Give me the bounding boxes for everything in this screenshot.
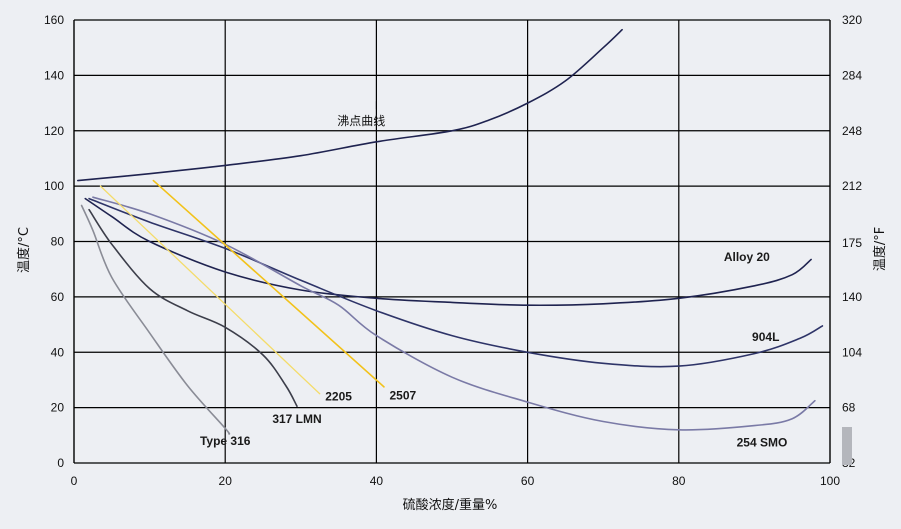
x-tick-label: 0 (71, 474, 78, 488)
series-label-317-lmn: 317 LMN (272, 412, 321, 426)
series-line-904l (88, 197, 824, 368)
series-line-alloy-20 (84, 197, 812, 307)
y-axis-title-right: 温度/°F (872, 227, 888, 271)
y-tick-label: 40 (51, 345, 65, 359)
x-axis-title: 硫酸浓度/重量% (403, 497, 498, 513)
y-tick-label: 120 (44, 124, 64, 138)
series-line-2205 (99, 185, 321, 395)
y-tick-label: 140 (44, 68, 64, 82)
series-label-type-316: Type 316 (200, 434, 251, 448)
series-line-254-smo (92, 196, 816, 431)
series-label-904l: 904L (752, 330, 779, 344)
x-tick-label: 40 (370, 474, 384, 488)
x-tick-label: 60 (521, 474, 535, 488)
y-right-tick-label: 175 (842, 236, 862, 250)
y-tick-label: 0 (57, 456, 64, 470)
labels-layer: Alloy 20 904L 254 SMO 2507 2205 317 LMN Type 3… (200, 101, 787, 449)
x-tick-label: 80 (672, 474, 686, 488)
x-tick-label: 100 (820, 474, 840, 488)
grid-layer (73, 19, 831, 464)
x-tick-label: 20 (219, 474, 233, 488)
y-tick-label: 100 (44, 179, 64, 193)
series-label-alloy-20: Alloy 20 (724, 250, 770, 264)
series-label-2507: 2507 (390, 388, 417, 402)
y-tick-label: 20 (51, 401, 65, 415)
y-tick-label: 60 (51, 290, 65, 304)
scroll-marker (842, 427, 852, 465)
y-right-tick-label: 140 (842, 290, 862, 304)
y-axis-title-left: 温度/°C (16, 227, 32, 273)
series-line-2507 (152, 179, 385, 388)
series-label-2205: 2205 (325, 390, 352, 404)
series-line-type-316 (80, 204, 231, 435)
y-right-tick-label: 104 (842, 345, 862, 359)
series-line-317-lmn (88, 208, 298, 407)
y-tick-label: 160 (44, 13, 64, 27)
y-right-tick-label: 320 (842, 13, 862, 27)
boiling-curve-label: 沸点曲线 (337, 114, 385, 128)
series-line-series-0 (77, 28, 623, 182)
series-layer (77, 28, 824, 435)
y-right-tick-label: 68 (842, 401, 856, 415)
y-tick-label: 80 (51, 235, 65, 249)
y-right-tick-label: 284 (842, 68, 862, 82)
series-label-254-smo: 254 SMO (737, 435, 788, 449)
y-right-tick-label: 248 (842, 124, 862, 138)
y-right-tick-label: 212 (842, 179, 862, 193)
